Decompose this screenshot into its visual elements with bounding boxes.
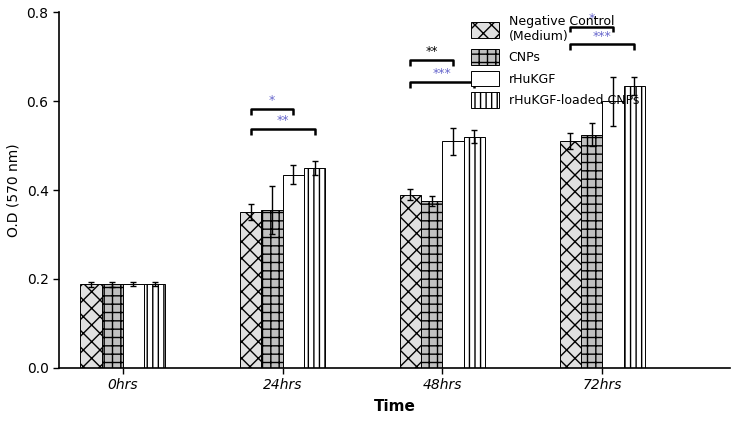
Text: ***: *** (593, 29, 612, 43)
Text: **: ** (425, 45, 438, 58)
Bar (399, 195, 421, 368)
Bar (464, 137, 485, 368)
Bar (240, 212, 262, 368)
Bar (282, 175, 304, 368)
Y-axis label: O.D (570 nm): O.D (570 nm) (7, 143, 21, 237)
Bar (421, 201, 442, 368)
Bar (581, 135, 602, 368)
Bar (442, 141, 464, 368)
Text: *: * (588, 12, 595, 25)
Bar (559, 141, 581, 368)
Legend: Negative Control
(Medium), CNPs, rHuKGF, rHuKGF-loaded CNPs: Negative Control (Medium), CNPs, rHuKGF,… (471, 15, 639, 108)
Bar (262, 210, 282, 368)
Bar (102, 284, 123, 368)
Bar (304, 168, 325, 368)
Bar (80, 284, 102, 368)
X-axis label: Time: Time (374, 399, 416, 414)
Bar (624, 86, 645, 368)
Bar (144, 284, 165, 368)
Text: ***: *** (433, 67, 452, 80)
Text: **: ** (276, 114, 289, 127)
Bar (602, 101, 624, 368)
Bar (123, 284, 144, 368)
Text: *: * (269, 94, 275, 107)
